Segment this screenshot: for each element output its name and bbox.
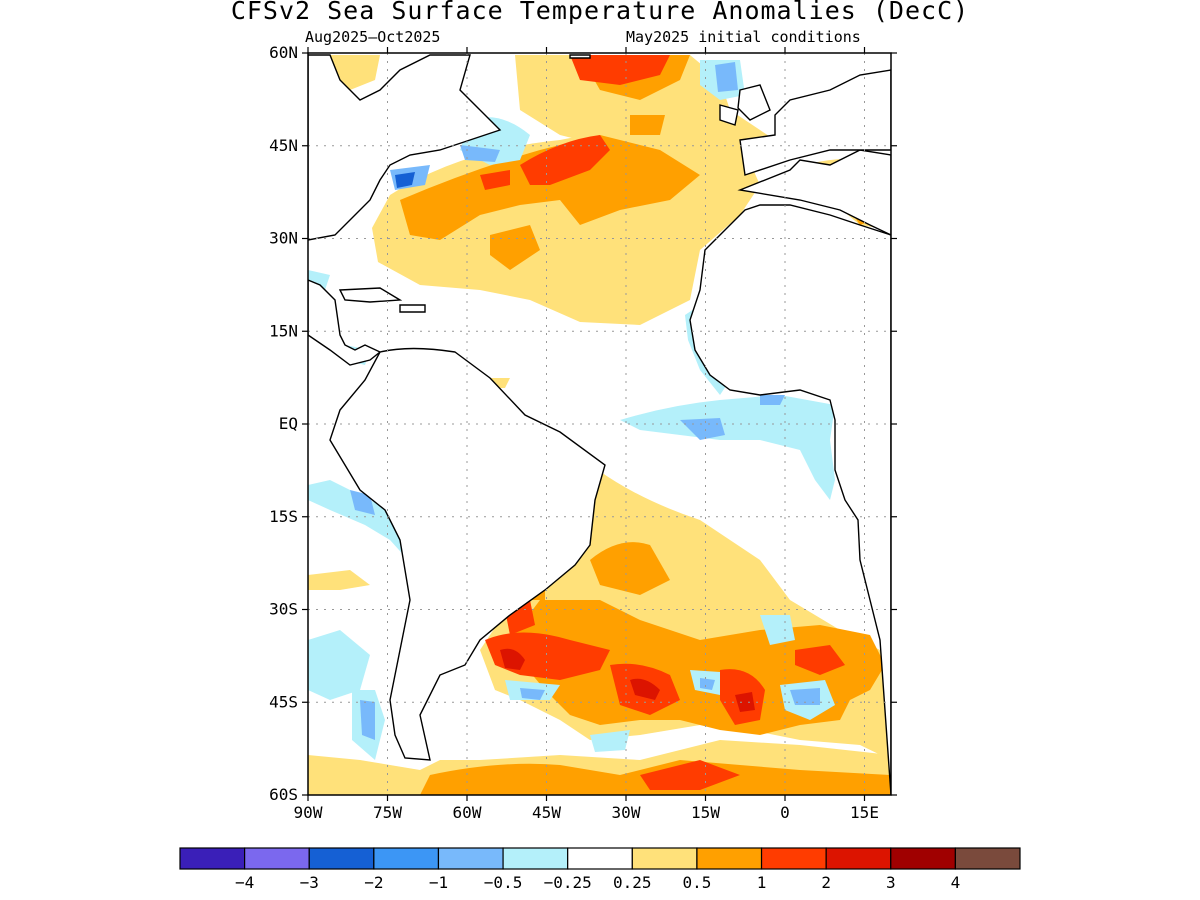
lat-tick-label: 60N [269, 43, 298, 62]
colorbar-label: −0.25 [544, 873, 592, 892]
colorbar-swatch [631, 847, 698, 870]
lat-tick-label: 45N [269, 136, 298, 155]
lat-tick-label: 30S [269, 600, 298, 619]
colorbar-swatch [308, 847, 375, 870]
lat-tick-label: 15N [269, 321, 298, 340]
colorbar-label: 2 [821, 873, 831, 892]
colorbar-swatch [179, 847, 246, 870]
colorbar-label: 0.5 [682, 873, 711, 892]
lat-tick-label: 15S [269, 507, 298, 526]
forecast-period: Aug2025–Oct2025 [305, 28, 441, 46]
latitude-axis: 60N 45N 30N 15N EQ 15S 30S 45S 60S [269, 43, 897, 804]
colorbar-swatch [696, 847, 763, 870]
colorbar-swatch [567, 847, 633, 870]
colorbar-swatch [244, 847, 310, 870]
lat-tick-label: EQ [279, 414, 298, 433]
gridlines [308, 53, 891, 795]
lon-tick-label: 15E [850, 803, 879, 822]
lon-tick-label: 15W [691, 803, 720, 822]
colorbar-label: 4 [951, 873, 961, 892]
colorbar-swatch [502, 847, 569, 870]
colorbar-swatch [373, 847, 440, 870]
longitude-axis: 90W 75W 60W 45W 30W 15W 0 15E [294, 47, 879, 822]
colorbar-swatch [825, 847, 892, 870]
lat-tick-label: 60S [269, 785, 298, 804]
lat-tick-label: 45S [269, 692, 298, 711]
colorbar: −4 −3 −2 −1 −0.5 −0.25 0.25 0.5 1 2 3 4 [179, 847, 1021, 892]
colorbar-label: 3 [886, 873, 896, 892]
colorbar-swatch [437, 847, 504, 870]
lon-tick-label: 75W [373, 803, 402, 822]
lat-tick-label: 30N [269, 229, 298, 248]
lon-tick-label: 90W [294, 803, 323, 822]
colorbar-label: −0.5 [484, 873, 523, 892]
colorbar-label: −3 [300, 873, 319, 892]
lon-tick-label: 45W [532, 803, 561, 822]
colorbar-swatch [760, 847, 827, 870]
colorbar-label: −2 [364, 873, 383, 892]
colorbar-label: −1 [429, 873, 448, 892]
map-title: CFSv2 Sea Surface Temperature Anomalies … [230, 0, 970, 25]
coastlines [308, 54, 891, 795]
colorbar-label: 1 [757, 873, 767, 892]
colorbar-label: −4 [235, 873, 254, 892]
colorbar-label: 0.25 [613, 873, 652, 892]
lon-tick-label: 0 [780, 803, 790, 822]
lon-tick-label: 60W [453, 803, 482, 822]
colorbar-swatch [890, 847, 956, 870]
initial-conditions: May2025 initial conditions [626, 28, 861, 46]
lon-tick-label: 30W [612, 803, 641, 822]
colorbar-swatch [954, 847, 1021, 870]
